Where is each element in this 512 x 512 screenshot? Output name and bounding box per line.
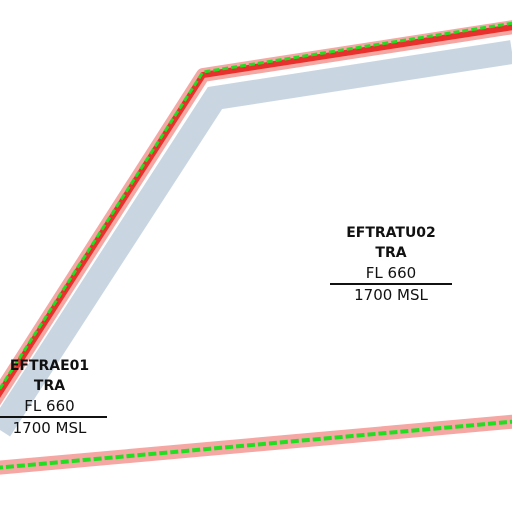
lower-limit: 1700 MSL [12,419,87,437]
upper-limit: FL 660 [330,263,452,285]
airspace-label: EFTRATU02 TRA FL 660 1700 MSL [330,223,452,305]
area-name: EFTRAE01 TRA [9,358,90,394]
area-name: EFTRATU02 TRA [346,225,436,261]
airspace-border [0,24,512,398]
airspace-border-dashed [0,21,512,392]
airspace-fill-band [0,40,512,437]
upper-limit: FL 660 [0,396,107,418]
lower-limit: 1700 MSL [354,286,428,304]
airspace-halo [0,414,512,475]
airspace-label: EFTRAE01 TRA FL 660 1700 MSL [0,356,107,438]
